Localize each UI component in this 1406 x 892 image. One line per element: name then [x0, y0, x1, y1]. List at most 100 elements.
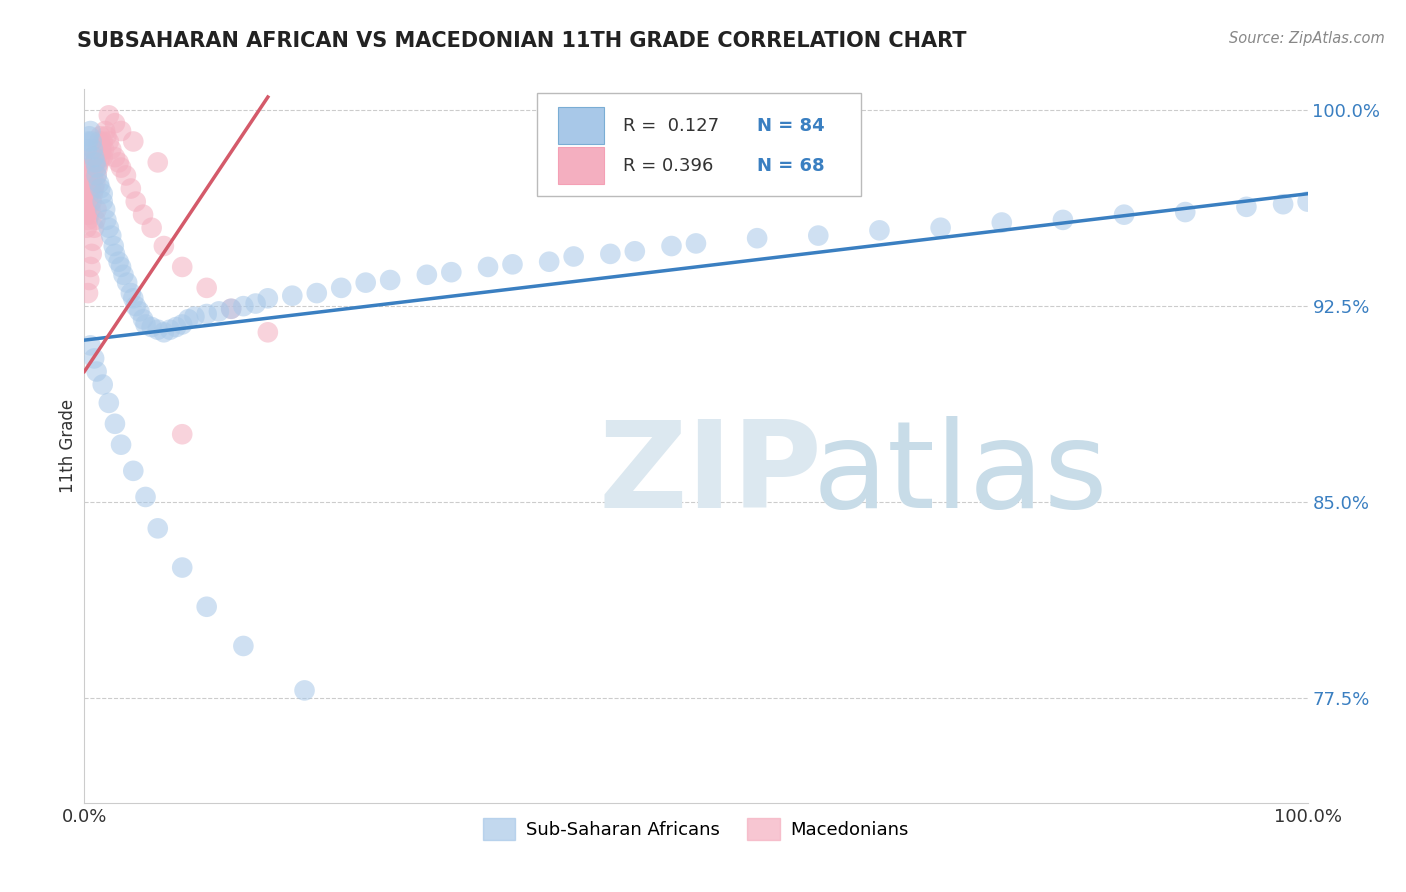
Point: [89, 181, 111, 195]
Point: [104, 150, 127, 164]
Point: [747, 231, 769, 245]
Point: [77, 186, 100, 201]
Point: [146, 323, 169, 337]
Point: [141, 220, 163, 235]
Point: [75, 186, 97, 201]
Point: [100, 228, 122, 243]
Point: [97, 220, 120, 235]
Point: [120, 181, 142, 195]
Point: [122, 291, 145, 305]
Point: [77, 213, 100, 227]
Point: [77, 176, 100, 190]
Point: [77, 135, 100, 149]
Point: [122, 464, 145, 478]
Point: [1114, 208, 1136, 222]
Point: [661, 239, 683, 253]
Point: [807, 228, 830, 243]
Bar: [558, 107, 605, 145]
Point: [103, 239, 125, 253]
Point: [100, 142, 122, 156]
Point: [232, 299, 254, 313]
Point: [79, 338, 101, 352]
Point: [77, 286, 100, 301]
Text: R =  0.127: R = 0.127: [623, 117, 718, 135]
Point: [1174, 205, 1197, 219]
Point: [80, 135, 103, 149]
Point: [91, 194, 114, 209]
Point: [354, 276, 377, 290]
Point: [195, 281, 218, 295]
Point: [87, 176, 110, 190]
Point: [440, 265, 463, 279]
Point: [165, 320, 187, 334]
Point: [76, 142, 98, 156]
Point: [87, 155, 110, 169]
Point: [77, 208, 100, 222]
Point: [77, 129, 100, 144]
Point: [245, 296, 267, 310]
Point: [76, 220, 98, 235]
Point: [82, 186, 104, 201]
Point: [416, 268, 439, 282]
Text: ZIP: ZIP: [598, 416, 823, 533]
Point: [112, 268, 135, 282]
Point: [83, 142, 105, 156]
Point: [110, 124, 132, 138]
Point: [79, 181, 101, 195]
Point: [104, 247, 127, 261]
Point: [172, 318, 194, 332]
Point: [538, 254, 561, 268]
Point: [146, 521, 169, 535]
Point: [84, 176, 107, 190]
Point: [86, 169, 108, 183]
Point: [86, 364, 108, 378]
Point: [79, 202, 101, 217]
Point: [115, 169, 138, 183]
Point: [75, 208, 97, 222]
Point: [84, 155, 107, 169]
Point: [141, 320, 163, 334]
Point: [82, 142, 104, 156]
Point: [91, 186, 114, 201]
Point: [89, 150, 111, 164]
Point: [87, 142, 110, 156]
Point: [82, 234, 104, 248]
Point: [83, 181, 105, 195]
Text: atlas: atlas: [813, 416, 1108, 533]
Point: [83, 220, 105, 235]
Point: [107, 155, 129, 169]
Point: [82, 169, 104, 183]
Point: [1236, 200, 1258, 214]
Point: [125, 299, 148, 313]
Point: [929, 220, 952, 235]
Point: [87, 135, 110, 149]
Point: [110, 438, 132, 452]
Point: [330, 281, 353, 295]
Point: [77, 194, 100, 209]
Point: [90, 142, 112, 156]
Point: [77, 273, 100, 287]
Text: R = 0.396: R = 0.396: [623, 157, 713, 175]
FancyBboxPatch shape: [537, 93, 860, 196]
Point: [89, 129, 111, 144]
Text: SUBSAHARAN AFRICAN VS MACEDONIAN 11TH GRADE CORRELATION CHART: SUBSAHARAN AFRICAN VS MACEDONIAN 11TH GR…: [77, 31, 967, 51]
Point: [76, 181, 98, 195]
Point: [80, 247, 103, 261]
Point: [86, 161, 108, 175]
Point: [159, 323, 181, 337]
Point: [77, 169, 100, 183]
Point: [208, 304, 231, 318]
Point: [991, 215, 1014, 229]
Point: [1052, 213, 1074, 227]
Point: [146, 155, 169, 169]
Point: [97, 396, 120, 410]
Point: [82, 150, 104, 164]
Point: [1272, 197, 1295, 211]
Point: [97, 135, 120, 149]
Point: [107, 254, 129, 268]
Point: [128, 304, 150, 318]
Point: [91, 150, 114, 164]
Point: [195, 599, 218, 614]
Point: [477, 260, 499, 274]
Point: [97, 108, 120, 122]
